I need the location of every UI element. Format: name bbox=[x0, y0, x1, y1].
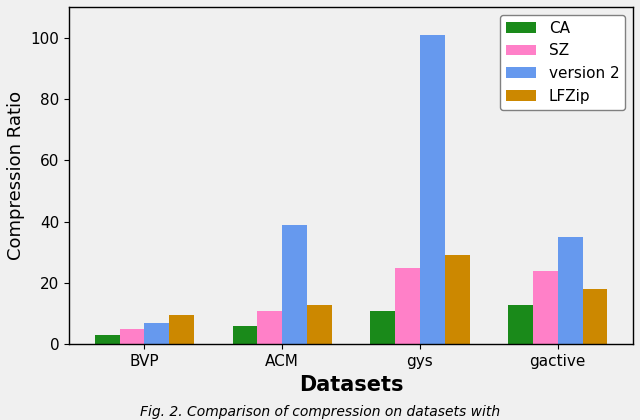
Bar bbox=[582, 289, 607, 344]
Bar bbox=[445, 255, 470, 344]
Bar bbox=[257, 311, 282, 344]
Legend: CA, SZ, version 2, LFZip: CA, SZ, version 2, LFZip bbox=[500, 15, 625, 110]
Bar bbox=[558, 237, 582, 344]
Bar bbox=[169, 315, 194, 344]
Text: Fig. 2. Comparison of compression on datasets with: Fig. 2. Comparison of compression on dat… bbox=[140, 405, 500, 419]
Bar bbox=[508, 304, 533, 344]
Bar bbox=[95, 335, 120, 344]
Bar bbox=[145, 323, 169, 344]
Bar bbox=[307, 304, 332, 344]
Y-axis label: Compression Ratio: Compression Ratio bbox=[7, 91, 25, 260]
Bar bbox=[371, 311, 395, 344]
X-axis label: Datasets: Datasets bbox=[299, 375, 403, 395]
Bar bbox=[420, 34, 445, 344]
Bar bbox=[395, 268, 420, 344]
Bar bbox=[533, 271, 558, 344]
Bar bbox=[120, 329, 145, 344]
Bar bbox=[232, 326, 257, 344]
Bar bbox=[282, 225, 307, 344]
